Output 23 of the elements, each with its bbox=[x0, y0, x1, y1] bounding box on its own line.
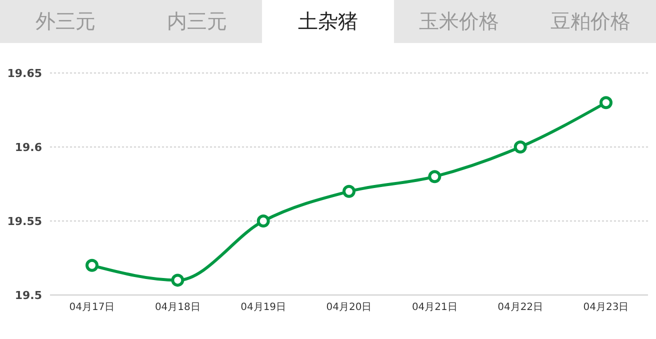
x-tick-label: 04月17日 bbox=[69, 302, 115, 314]
x-tick-label: 04月19日 bbox=[240, 302, 286, 314]
point bbox=[342, 184, 356, 198]
text: 豆粕价格 bbox=[524, 0, 656, 43]
y-tick-label: 19.65 bbox=[7, 66, 42, 80]
text: 玉米价格 bbox=[394, 0, 525, 43]
point bbox=[86, 258, 98, 272]
point bbox=[256, 214, 270, 228]
text: 内三元 bbox=[131, 0, 262, 43]
point bbox=[600, 96, 612, 110]
y-tick-label: 19.6 bbox=[14, 140, 42, 154]
point bbox=[171, 274, 184, 287]
point bbox=[428, 170, 442, 184]
x-tick-label: 04月23日 bbox=[583, 302, 629, 314]
x-tick-label: 04月18日 bbox=[154, 302, 200, 314]
chart-title: 土杂猪 bbox=[262, 0, 394, 43]
x-tick-label: 04月22日 bbox=[498, 302, 544, 314]
x-tick-label: 04月20日 bbox=[326, 302, 372, 314]
y-tick-label: 19.5 bbox=[14, 288, 42, 302]
x-tick-label: 04月21日 bbox=[412, 302, 458, 314]
y-tick-label: 19.55 bbox=[7, 214, 42, 228]
text: 外三元 bbox=[0, 0, 132, 43]
point bbox=[514, 140, 527, 154]
